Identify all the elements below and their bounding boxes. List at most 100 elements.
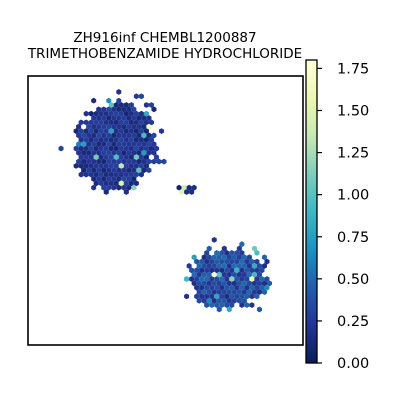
hexbin-cell (131, 158, 137, 165)
hexbin-cell (229, 284, 235, 291)
hexbin-cell (138, 171, 144, 178)
hexbin-cell (103, 119, 109, 126)
hexbin-cell (259, 284, 265, 291)
hexbin-cell (108, 110, 114, 117)
hexbin-cell (76, 158, 82, 165)
hexbin-cell (91, 167, 97, 174)
hexbin-cell (194, 267, 200, 274)
hexbin-cell (261, 289, 267, 295)
hexbin-cell (101, 106, 107, 113)
hexbin-cell (128, 119, 134, 126)
hexbin-cell (78, 119, 84, 126)
hexbin-cell (214, 250, 220, 256)
hexbin-cell (83, 119, 89, 126)
hexbin-cell (103, 154, 109, 161)
hexbin-cell (121, 141, 127, 148)
hexbin-cell (206, 297, 212, 304)
hexbin-cell (113, 128, 119, 134)
hexbin-cell (91, 158, 97, 165)
hexbin-cell (204, 250, 210, 256)
hexbin-cell (214, 293, 220, 300)
hexbin-cell (229, 293, 235, 300)
hexbin-cell (93, 171, 99, 178)
hexbin-cell (126, 141, 132, 148)
hexbin-cell (246, 280, 252, 287)
hexbin-cell (108, 136, 114, 143)
hexbin-cell (209, 293, 215, 300)
hexbin-cell (123, 128, 129, 134)
hexbin-cell (121, 123, 127, 130)
hexbin-cell (108, 102, 114, 108)
hexbin-cell (151, 141, 157, 148)
hexbin-cell (76, 123, 82, 130)
hexbin-cell (261, 254, 267, 261)
hexbin-cell (103, 163, 109, 169)
hexbin-cell (239, 241, 245, 248)
hexbin-cell (239, 258, 245, 265)
hexbin-cell (241, 297, 247, 304)
hexbin-cell (83, 171, 89, 178)
hexbin-cell (143, 119, 149, 126)
hexbin-cell (123, 102, 129, 108)
hexbin-cell (148, 102, 154, 108)
colorbar-tick-label: 0.00 (337, 356, 369, 372)
hexbin-cell (231, 271, 237, 278)
hexbin-cell (209, 302, 215, 308)
hexbin-cell (186, 263, 192, 269)
hexbin-cell (116, 106, 122, 113)
hexbin-cell (78, 163, 84, 169)
hexbin-cell (219, 302, 225, 308)
hexbin-cell (111, 141, 117, 148)
hexbin-cell (103, 136, 109, 143)
hexbin-cell (158, 128, 165, 134)
hexbin-cell (196, 297, 202, 304)
hexbin-cell (103, 171, 109, 178)
hexbin-cell (216, 271, 222, 278)
hexbin-cell (221, 271, 227, 278)
hexbin-cell (254, 258, 260, 265)
hexbin-cell (128, 102, 134, 108)
hexbin-cell (206, 245, 212, 252)
hexbin-cell (126, 149, 132, 156)
hexbin-cell (88, 171, 94, 178)
hexbin-cell (219, 284, 225, 291)
hexbin-cell (123, 145, 129, 152)
hexbin-cell (226, 254, 232, 261)
hexbin-cell (219, 293, 225, 300)
hexbin-cell (123, 189, 129, 195)
hexbin-cell (138, 128, 144, 134)
hexbin-cell (229, 250, 235, 256)
hexbin-cell (246, 254, 252, 261)
hexbin-cell (199, 258, 205, 265)
hexbin-cell (111, 115, 117, 121)
hexbin-cell (141, 132, 147, 139)
hexbin-cell (226, 297, 232, 304)
hexbin-cell (251, 263, 257, 269)
hexbin-cell (236, 289, 242, 295)
hexbin-cell (249, 258, 255, 265)
hexbin-cell (106, 97, 112, 104)
hexbin-cell (106, 176, 112, 182)
hexbin-cell (141, 167, 147, 174)
hexbin-cell (244, 293, 250, 300)
hexbin-cell (234, 250, 240, 256)
hexbin-cell (101, 132, 107, 139)
hexbin-cell (96, 176, 102, 182)
hexbin-cell (101, 176, 107, 182)
hexbin-cell (209, 258, 215, 265)
hexbin-cell (191, 254, 197, 261)
hexbin-cell (81, 132, 87, 139)
hexbin-cell (111, 184, 117, 191)
hexbin-cell (196, 289, 202, 295)
hexbin-cell (83, 163, 89, 169)
hexbin-cell (96, 167, 102, 174)
hexbin-cell (219, 250, 225, 256)
hexbin-cell (113, 163, 119, 169)
hexbin-cell (111, 123, 117, 130)
hexbin-cell (239, 284, 245, 291)
hexbin-cell (111, 176, 117, 182)
colorbar (305, 59, 318, 364)
hexbin-cell (226, 263, 232, 269)
hexbin-cell (184, 189, 190, 195)
hexbin-cell (201, 271, 207, 278)
